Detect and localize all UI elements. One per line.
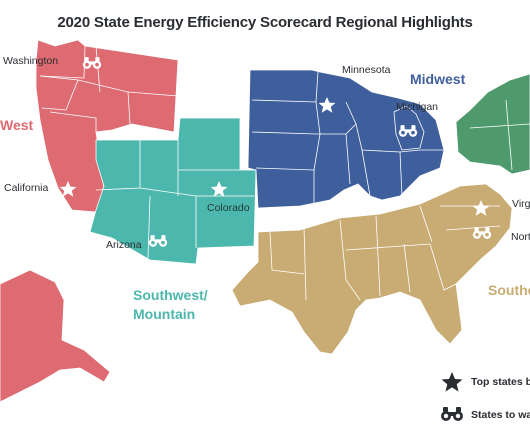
star-icon xyxy=(59,181,77,197)
star-icon xyxy=(318,97,336,113)
star-icon xyxy=(441,372,463,392)
alaska-shape xyxy=(0,269,111,403)
state-label-minnesota: Minnesota xyxy=(342,64,391,76)
state-label-virginia: Virg xyxy=(512,198,530,210)
binoculars-icon xyxy=(441,407,463,421)
northeast-region-shape xyxy=(455,73,530,175)
legend-label-top-states: Top states by xyxy=(471,376,530,388)
top-state-markers xyxy=(59,97,490,216)
state-label-arizona: Arizona xyxy=(106,239,142,251)
southwest-region-shape xyxy=(89,117,257,265)
state-label-michigan: Michigan xyxy=(396,101,439,113)
region-label-midwest: Midwest xyxy=(410,71,466,87)
region-label-southwest: Southwest/ Mountain xyxy=(133,287,208,322)
legend-label-states-to-watch: States to watc xyxy=(471,409,530,421)
region-midwest xyxy=(247,69,445,209)
state-label-north-carolina: North xyxy=(511,231,530,243)
region-southeast xyxy=(231,183,513,355)
state-label-colorado: Colorado xyxy=(207,202,250,214)
state-label-washington: Washington xyxy=(3,55,59,67)
star-icon xyxy=(210,181,228,197)
southeast-region-shape xyxy=(231,183,513,355)
map-title: 2020 State Energy Efficiency Scorecard R… xyxy=(57,14,473,31)
star-icon xyxy=(472,200,490,216)
region-west xyxy=(35,39,179,213)
region-label-west: West xyxy=(0,117,34,133)
michigan-shape xyxy=(393,105,425,151)
region-northeast xyxy=(455,73,530,175)
region-southwest xyxy=(89,117,257,265)
region-label-southeast: Southea xyxy=(488,282,530,298)
region-alaska xyxy=(0,269,111,403)
state-label-california: California xyxy=(4,182,49,194)
